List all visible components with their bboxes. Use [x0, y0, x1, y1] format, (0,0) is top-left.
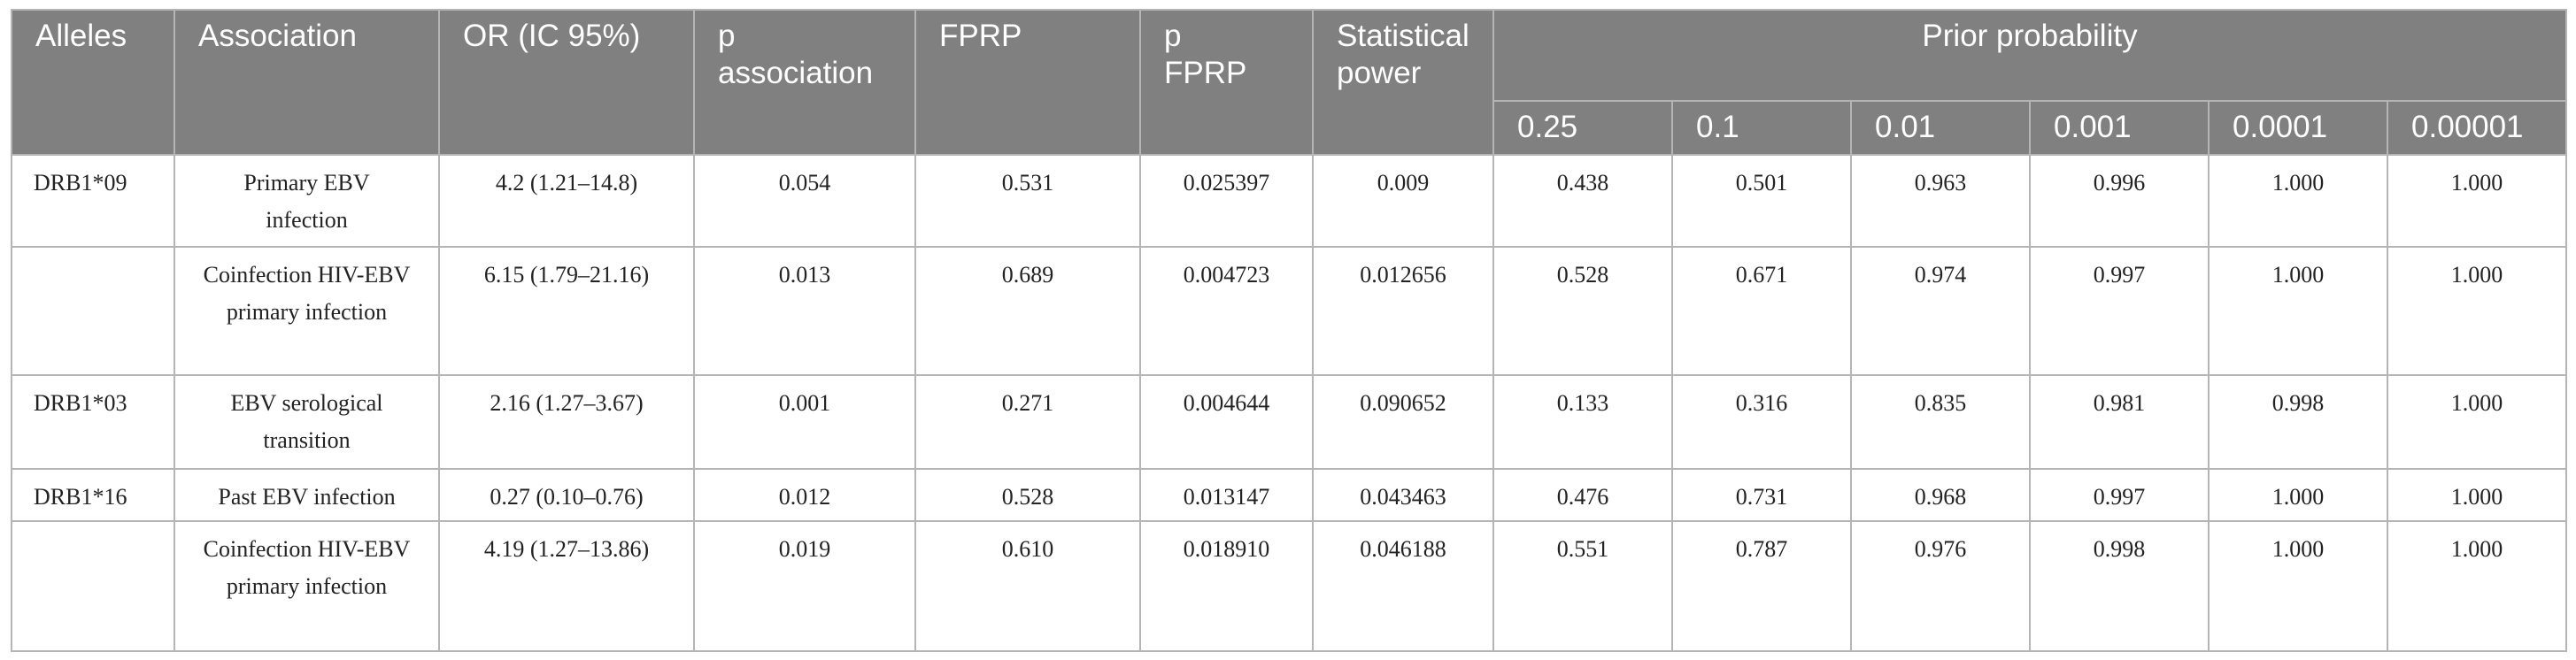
- header-row: 0.25 0.1 0.01 0.001 0.0001 0.00001: [12, 100, 2567, 156]
- table-cell: 0.551: [1492, 520, 1673, 652]
- table-cell: 4.2 (1.21–14.8): [438, 154, 695, 248]
- prior-header: 0.01: [1850, 100, 2031, 156]
- group-header: Prior probability: [1492, 9, 2567, 102]
- table-cell: 0.043463: [1312, 468, 1494, 522]
- table-cell: [11, 246, 175, 376]
- table-cell: 0.689: [914, 246, 1141, 376]
- table-cell: 1.000: [2387, 468, 2567, 522]
- data-table: Alleles Association OR (IC 95%) p associati…: [11, 9, 2567, 652]
- table-cell: 6.15 (1.79–21.16): [438, 246, 695, 376]
- table-cell: 1.000: [2387, 154, 2567, 248]
- column-header: OR (IC 95%): [438, 9, 695, 156]
- column-header: FPRP: [914, 9, 1141, 156]
- prior-header: 0.001: [2029, 100, 2210, 156]
- table-cell: Past EBV infection: [174, 468, 440, 522]
- prior-header: 0.1: [1671, 100, 1852, 156]
- prior-header: 0.00001: [2387, 100, 2567, 156]
- table-cell: 0.787: [1671, 520, 1852, 652]
- table-cell: [11, 520, 175, 652]
- table-cell: Primary EBV infection: [174, 154, 440, 248]
- table-cell: 0.528: [1492, 246, 1673, 376]
- table-cell: 0.054: [693, 154, 916, 248]
- prior-header: 0.0001: [2208, 100, 2388, 156]
- table-cell: 0.438: [1492, 154, 1673, 248]
- table-cell: 0.133: [1492, 374, 1673, 470]
- table-cell: DRB1*03: [11, 374, 175, 470]
- prior-header: 0.25: [1492, 100, 1673, 156]
- table-cell: 1.000: [2387, 246, 2567, 376]
- table-cell: 0.998: [2208, 374, 2388, 470]
- table-cell: 1.000: [2208, 520, 2388, 652]
- table-cell: DRB1*16: [11, 468, 175, 522]
- table-cell: 1.000: [2208, 154, 2388, 248]
- table-cell: 0.998: [2029, 520, 2210, 652]
- table-cell: 0.004723: [1139, 246, 1314, 376]
- table-cell: 0.981: [2029, 374, 2210, 470]
- table-cell: 0.316: [1671, 374, 1852, 470]
- table-cell: 0.997: [2029, 246, 2210, 376]
- column-header: Association: [174, 9, 440, 156]
- table-cell: 0.046188: [1312, 520, 1494, 652]
- table-cell: 0.271: [914, 374, 1141, 470]
- table-cell: Coinfection HIV-EBV primary infection: [174, 520, 440, 652]
- table-cell: 0.963: [1850, 154, 2031, 248]
- table-cell: 0.528: [914, 468, 1141, 522]
- table-cell: 4.19 (1.27–13.86): [438, 520, 695, 652]
- table-cell: Coinfection HIV-EBV primary infection: [174, 246, 440, 376]
- table-cell: 1.000: [2208, 246, 2388, 376]
- column-header-text: p association: [718, 19, 874, 90]
- column-header-text: Statistical power: [1337, 19, 1469, 90]
- table-cell: 0.671: [1671, 246, 1852, 376]
- table-cell: 0.27 (0.10–0.76): [438, 468, 695, 522]
- column-header-text: p FPRP: [1164, 19, 1247, 90]
- table-row: DRB1*03 EBV serological transition 2.16 (1…: [11, 374, 2567, 470]
- table-cell: 0.001: [693, 374, 916, 470]
- table-cell: 0.025397: [1139, 154, 1314, 248]
- table-row: DRB1*16 Past EBV infection 0.27 (0.10–0.76…: [11, 468, 2567, 522]
- table-cell: 0.976: [1850, 520, 2031, 652]
- table-cell: 1.000: [2387, 520, 2567, 652]
- table-row: Coinfection HIV-EBV primary infection 6.1…: [11, 246, 2567, 376]
- table-cell: 0.996: [2029, 154, 2210, 248]
- header-row: Alleles Association OR (IC 95%) p associati…: [11, 9, 2567, 156]
- table-cell: 0.018910: [1139, 520, 1314, 652]
- table-cell: 0.004644: [1139, 374, 1314, 470]
- table-cell: 0.610: [914, 520, 1141, 652]
- table-row: DRB1*09 Primary EBV infection 4.2 (1.21–14…: [11, 154, 2567, 248]
- column-header: p FPRP: [1139, 9, 1314, 156]
- table-header: Alleles Association OR (IC 95%) p associati…: [11, 9, 2567, 156]
- table-cell: 0.968: [1850, 468, 2031, 522]
- table-cell: EBV serological transition: [174, 374, 440, 470]
- column-header: Statistical power: [1312, 9, 1494, 156]
- column-header-text: Alleles: [35, 19, 127, 53]
- column-header-text: OR (IC 95%): [463, 19, 641, 53]
- table-body: DRB1*09 Primary EBV infection 4.2 (1.21–14…: [11, 154, 2567, 652]
- table-cell: 0.835: [1850, 374, 2031, 470]
- table-cell: 0.013: [693, 246, 916, 376]
- column-header: p association: [693, 9, 916, 156]
- table-cell: 1.000: [2208, 468, 2388, 522]
- table-row: Coinfection HIV-EBV primary infection 4.1…: [11, 520, 2567, 652]
- column-header-text: FPRP: [939, 19, 1022, 53]
- table-cell: 0.974: [1850, 246, 2031, 376]
- table-cell: 0.019: [693, 520, 916, 652]
- table-cell: 0.012656: [1312, 246, 1494, 376]
- table-cell: 0.997: [2029, 468, 2210, 522]
- table-cell: 0.090652: [1312, 374, 1494, 470]
- table-cell: 0.531: [914, 154, 1141, 248]
- table-cell: 0.476: [1492, 468, 1673, 522]
- table-cell: 0.731: [1671, 468, 1852, 522]
- table-cell: 0.501: [1671, 154, 1852, 248]
- table-cell: 0.012: [693, 468, 916, 522]
- table-cell: 0.013147: [1139, 468, 1314, 522]
- table-cell: DRB1*09: [11, 154, 175, 248]
- column-header-text: Association: [198, 19, 357, 53]
- table-cell: 2.16 (1.27–3.67): [438, 374, 695, 470]
- table-cell: 0.009: [1312, 154, 1494, 248]
- table-cell: 1.000: [2387, 374, 2567, 470]
- column-header: Alleles: [11, 9, 175, 156]
